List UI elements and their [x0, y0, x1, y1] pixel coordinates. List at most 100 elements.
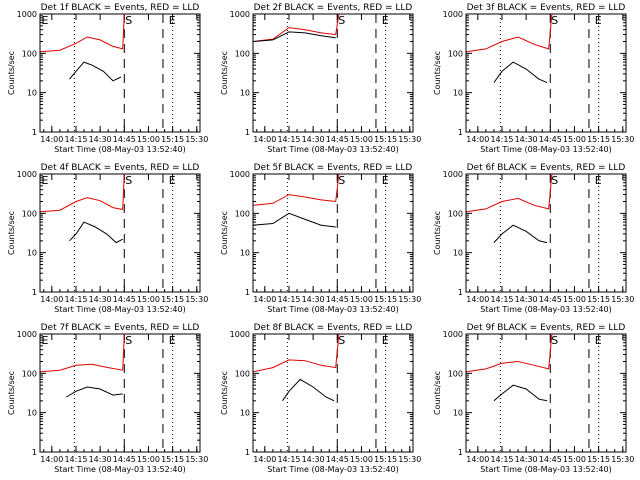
x-tick-label: 14:45: [113, 295, 136, 304]
series-line-lld: [466, 13, 553, 53]
chart-title: Det 9f BLACK = Events, RED = LLD: [467, 323, 626, 333]
interval-marker: E: [42, 174, 49, 187]
y-axis-label: Counts/sec: [7, 371, 16, 415]
chart-panel-7: Det 7f BLACK = Events, RED = LLD 1 10 100 10…: [7, 323, 208, 474]
y-axis-label: Counts/sec: [433, 371, 442, 415]
y-axis-label: Counts/sec: [220, 51, 229, 95]
y-axis-label: Counts/sec: [433, 51, 442, 95]
y-tick-label: 1: [458, 448, 463, 457]
interval-marker: E: [382, 174, 389, 187]
y-tick-label: 10: [240, 249, 250, 258]
chart-title: Det 4f BLACK = Events, RED = LLD: [41, 163, 200, 173]
chart-panel-5: Det 5f BLACK = Events, RED = LLD 1 10 100 10…: [220, 163, 421, 314]
y-tick-label: 1000: [17, 10, 37, 19]
x-tick-label: 15:15: [587, 135, 610, 144]
y-tick-label: 1000: [443, 170, 463, 179]
interval-marker: S: [551, 334, 558, 347]
series-line-events: [253, 31, 336, 42]
chart-title: Det 2f BLACK = Events, RED = LLD: [254, 3, 413, 13]
plot-frame: [465, 333, 627, 453]
x-tick-label: 14:45: [539, 455, 562, 464]
series-line-events: [493, 384, 548, 402]
plot-frame: [465, 13, 627, 133]
x-tick-label: 14:30: [515, 295, 538, 304]
x-tick-label: 14:00: [253, 135, 276, 144]
x-tick-label: 14:30: [302, 455, 325, 464]
y-tick-label: 100: [22, 369, 37, 378]
interval-marker: E: [169, 14, 176, 27]
series-line-lld: [253, 13, 340, 42]
interval-marker: S: [125, 334, 132, 347]
series-line-lld: [40, 173, 125, 213]
x-tick-label: 14:30: [515, 455, 538, 464]
plot-frame: [39, 333, 201, 453]
x-tick-label: 14:45: [326, 455, 349, 464]
x-tick-label: 14:30: [302, 295, 325, 304]
x-tick-label: 15:00: [563, 455, 586, 464]
y-axis-label: Counts/sec: [7, 211, 16, 255]
x-axis-label: Start Time (08-May-03 13:52:40): [54, 465, 185, 474]
y-tick-label: 1000: [443, 10, 463, 19]
x-tick-label: 14:00: [466, 455, 489, 464]
interval-marker: E: [42, 14, 49, 27]
y-tick-label: 1: [32, 288, 37, 297]
x-tick-label: 14:30: [515, 135, 538, 144]
series-line-events: [493, 224, 548, 244]
x-tick-label: 14:15: [490, 135, 513, 144]
x-tick-label: 14:45: [326, 295, 349, 304]
y-tick-label: 1000: [230, 10, 250, 19]
y-tick-label: 100: [235, 369, 250, 378]
chart-panel-3: Det 3f BLACK = Events, RED = LLD 1 10 100 10…: [433, 3, 634, 154]
x-tick-label: 15:00: [137, 135, 160, 144]
plot-frame: [252, 13, 414, 133]
x-tick-label: 15:00: [563, 135, 586, 144]
series-line-events: [493, 61, 548, 84]
y-tick-label: 100: [448, 369, 463, 378]
series-line-lld: [40, 13, 125, 53]
plot-frame: [252, 173, 414, 293]
chart-title: Det 1f BLACK = Events, RED = LLD: [41, 3, 200, 13]
series-line-lld: [466, 173, 553, 213]
chart-panel-4: Det 4f BLACK = Events, RED = LLD 1 10 100 10…: [7, 163, 208, 314]
interval-marker: E: [382, 14, 389, 27]
interval-marker: S: [338, 174, 345, 187]
x-tick-label: 14:15: [277, 455, 300, 464]
x-tick-label: 15:15: [374, 135, 397, 144]
y-tick-label: 10: [27, 249, 37, 258]
y-tick-label: 10: [27, 89, 37, 98]
plot-frame: [465, 173, 627, 293]
y-tick-label: 1000: [230, 330, 250, 339]
interval-marker: S: [125, 14, 132, 27]
x-axis-label: Start Time (08-May-03 13:52:40): [267, 145, 398, 154]
x-tick-label: 15:00: [137, 295, 160, 304]
x-tick-label: 14:30: [302, 135, 325, 144]
y-tick-label: 1: [458, 128, 463, 137]
x-tick-label: 15:00: [563, 295, 586, 304]
series-line-events: [66, 386, 123, 398]
chart-title: Det 6f BLACK = Events, RED = LLD: [467, 163, 626, 173]
plot-frame: [252, 333, 414, 453]
x-tick-label: 14:15: [490, 455, 513, 464]
plot-frame: [39, 173, 201, 293]
x-tick-label: 14:15: [64, 135, 87, 144]
series-line-events: [69, 61, 122, 82]
y-tick-label: 1: [245, 128, 250, 137]
interval-marker: E: [595, 174, 602, 187]
y-axis-label: Counts/sec: [220, 371, 229, 415]
series-line-lld: [253, 333, 340, 373]
x-tick-label: 14:45: [113, 455, 136, 464]
x-tick-label: 14:00: [40, 135, 63, 144]
series-line-lld: [40, 333, 125, 373]
x-tick-label: 14:00: [253, 455, 276, 464]
y-tick-label: 10: [240, 409, 250, 418]
chart-title: Det 3f BLACK = Events, RED = LLD: [467, 3, 626, 13]
x-tick-label: 15:15: [161, 455, 184, 464]
x-tick-label: 14:45: [539, 295, 562, 304]
y-tick-label: 10: [453, 409, 463, 418]
x-tick-label: 15:15: [587, 295, 610, 304]
y-tick-label: 100: [448, 209, 463, 218]
y-tick-label: 1000: [443, 330, 463, 339]
y-tick-label: 100: [22, 209, 37, 218]
chart-title: Det 8f BLACK = Events, RED = LLD: [254, 323, 413, 333]
